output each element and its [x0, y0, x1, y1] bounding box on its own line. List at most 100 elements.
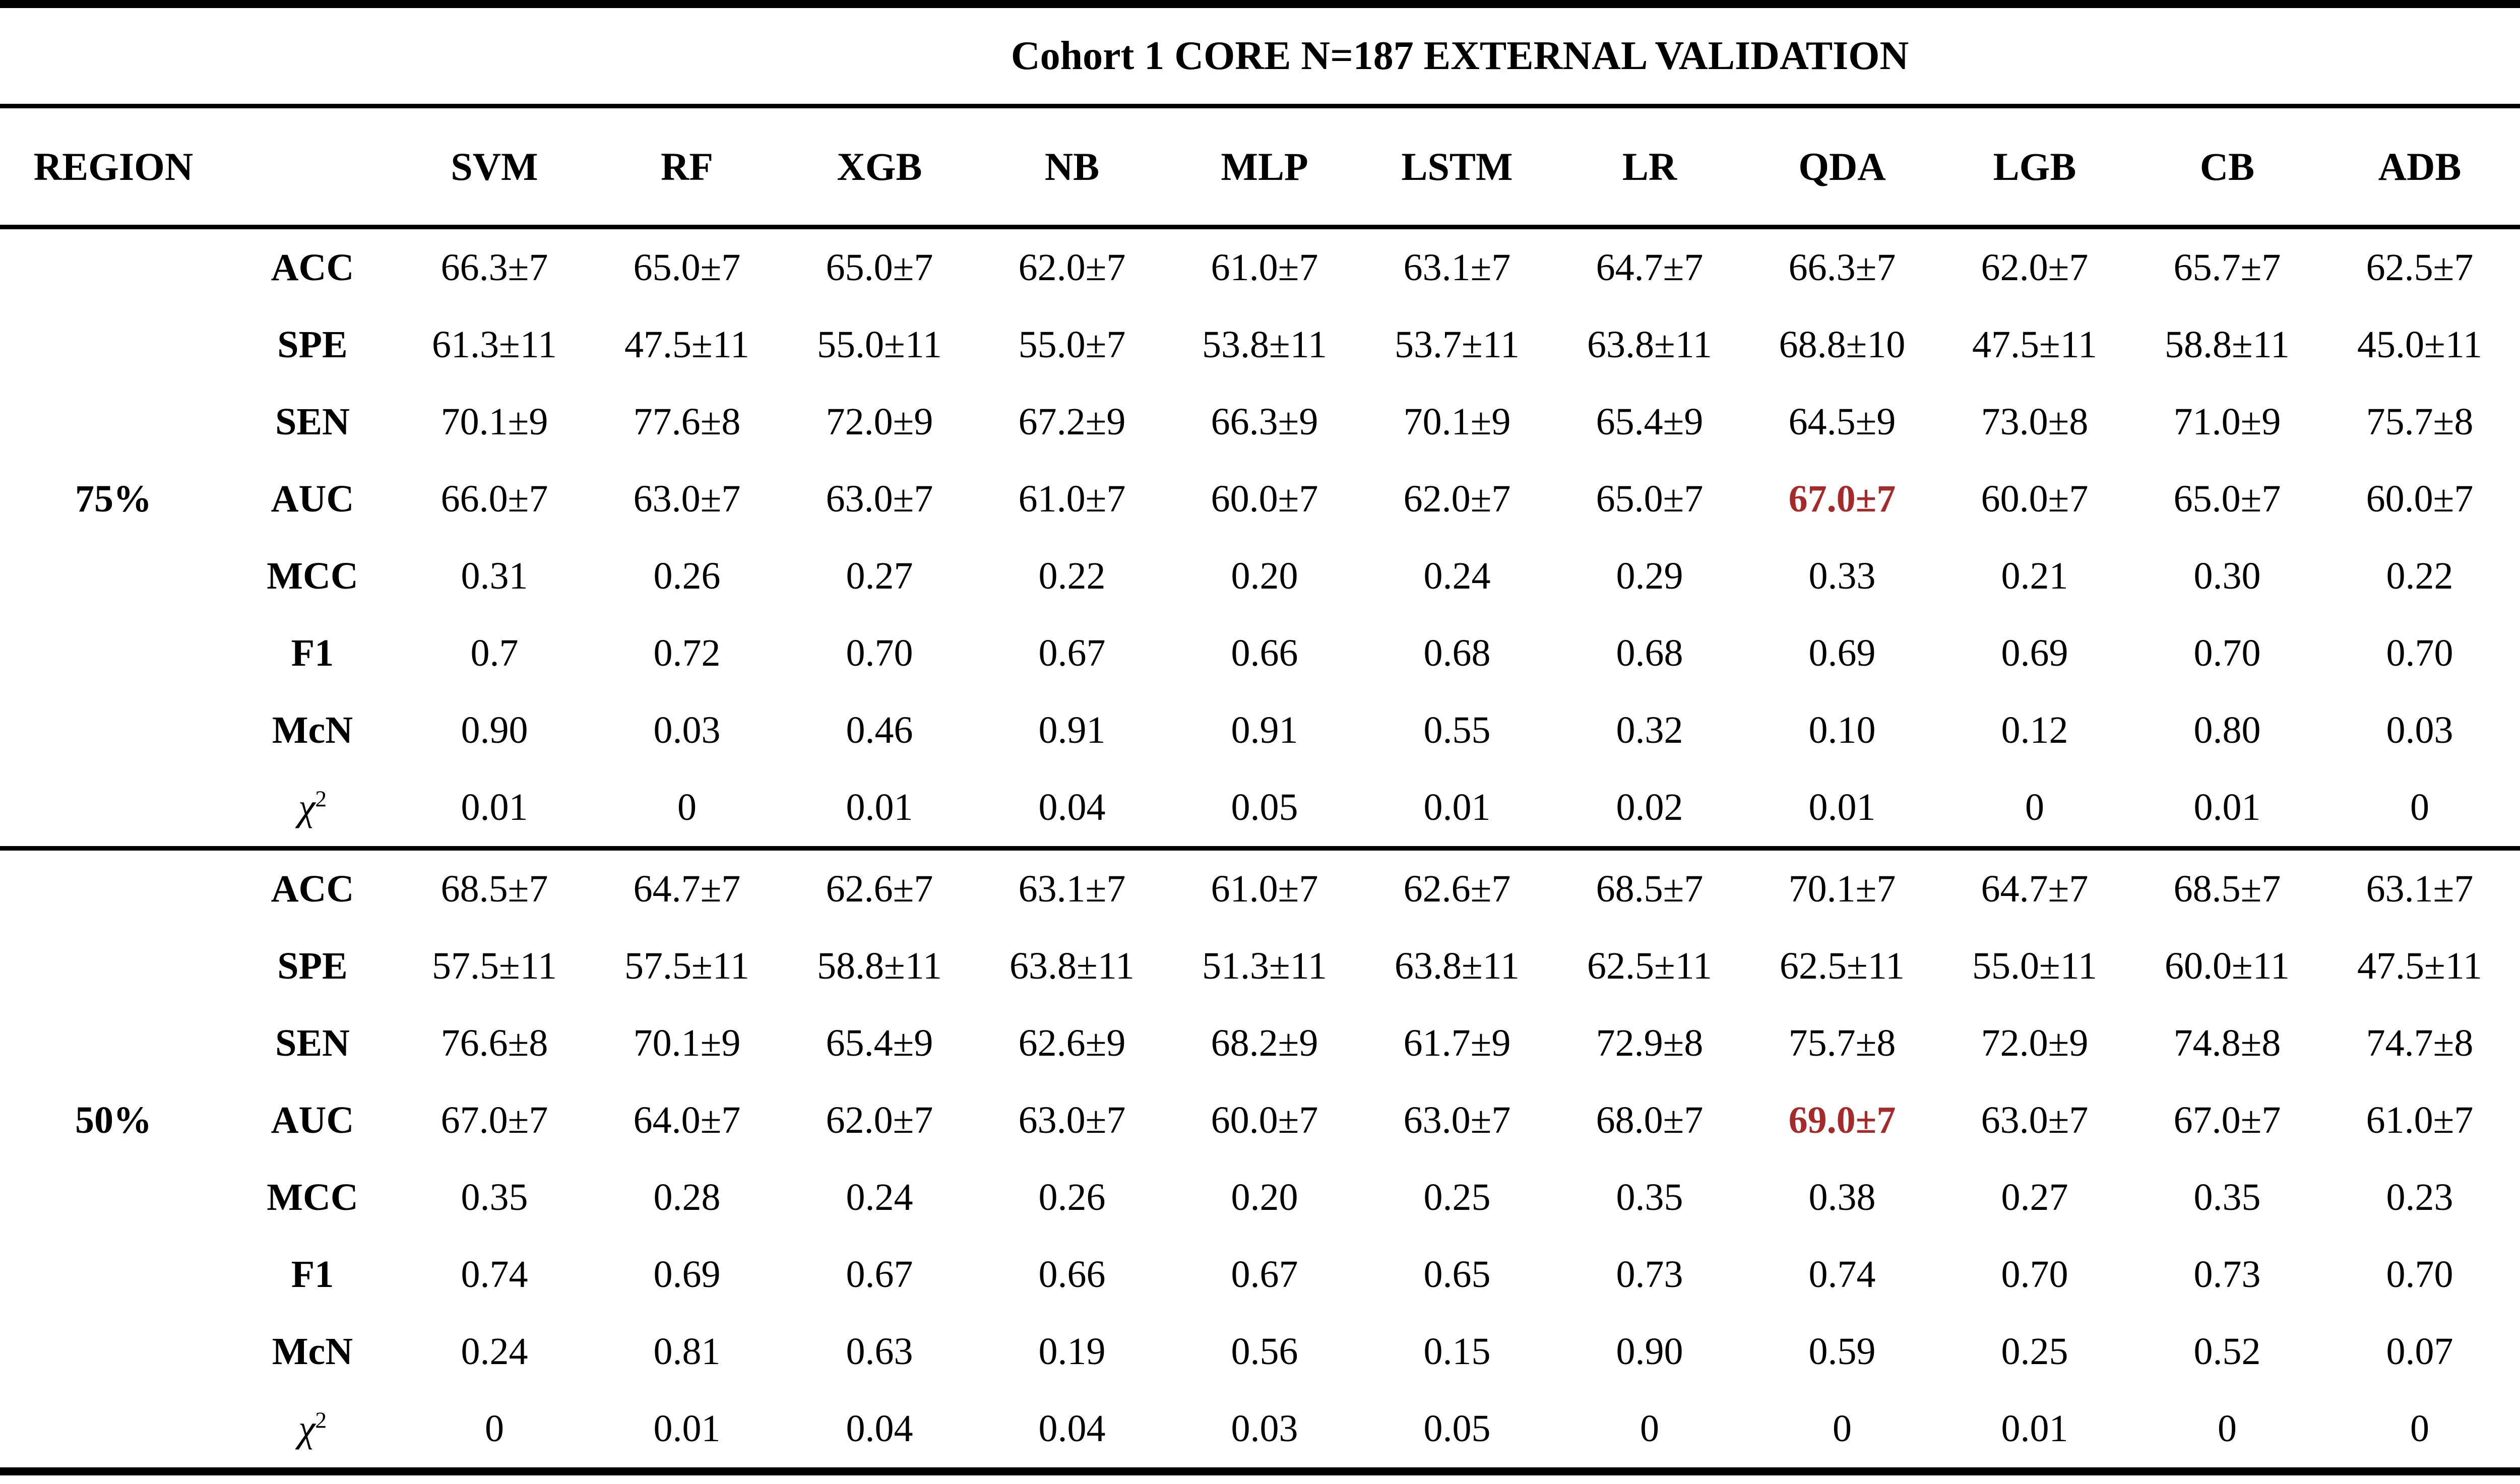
- value-cell: 63.0±7: [1981, 1099, 2089, 1141]
- value-cell: 0.28: [653, 1176, 721, 1218]
- block-50: ACC 68.5±7 64.7±7 62.6±7 63.1±7 61.0±7 62.6±7 6…: [0, 849, 2520, 1468]
- table-row: F1 0.7 0.72 0.70 0.67 0.66 0.68 0.68 0.69 0.69 0.7…: [0, 615, 2520, 692]
- value-cell: 0.70: [846, 632, 913, 674]
- value-cell: 0.24: [1423, 555, 1491, 597]
- value-cell: 0: [485, 1407, 504, 1450]
- value-cell: 0.01: [2131, 769, 2323, 851]
- value-cell: 0.25: [2001, 1330, 2068, 1373]
- value-cell: 0: [1640, 1407, 1659, 1450]
- value-cell: 0.01: [653, 1407, 721, 1450]
- value-cell: 67.0±7: [2173, 1099, 2281, 1141]
- region-cell: [0, 383, 227, 461]
- avg-value-cell: 63.9: [2516, 227, 2520, 307]
- table-row: F1 0.74 0.69 0.67 0.66 0.67 0.65 0.73 0.74 0.70 0.…: [0, 1236, 2520, 1313]
- value-cell: 0: [2323, 769, 2516, 851]
- value-cell: 0: [2218, 1407, 2237, 1450]
- region-cell: [0, 928, 227, 1005]
- value-cell: 62.5±11: [1587, 945, 1712, 987]
- value-cell: 70.1±9: [1403, 401, 1511, 443]
- value-cell: 0.01: [398, 769, 591, 851]
- value-cell: 0.10: [1808, 709, 1876, 751]
- value-cell: 64.0±7: [633, 1099, 741, 1141]
- metric-label: AUC: [271, 1099, 354, 1141]
- value-cell: 53.7±11: [1395, 324, 1520, 366]
- region-cell: 50%: [75, 1099, 152, 1141]
- value-cell: 60.0±7: [1211, 478, 1318, 520]
- value-cell: 0.68: [1423, 632, 1491, 674]
- table-row: SEN 70.1±9 77.6±8 72.0±9 67.2±9 66.3±9 70.1±9 6…: [0, 383, 2520, 461]
- value-cell: 0: [2410, 1407, 2429, 1450]
- value-cell: 61.0±7: [2366, 1099, 2474, 1141]
- value-cell: 0.70: [2386, 1253, 2453, 1296]
- value-cell: 51.3±11: [1202, 945, 1327, 987]
- value-cell: 62.0±7: [1981, 246, 2089, 289]
- value-cell: 0.73: [1616, 1253, 1683, 1296]
- avg-value-cell: 56.3: [2516, 306, 2520, 383]
- value-cell: 0.69: [653, 1253, 721, 1296]
- table-row: SEN 76.6±8 70.1±9 65.4±9 62.6±9 68.2±9 61.7±9 7…: [0, 1005, 2520, 1082]
- value-cell: 0.69: [2001, 632, 2068, 674]
- value-cell: 61.7±9: [1403, 1022, 1511, 1064]
- metric-label: SPE: [277, 324, 348, 366]
- column-header-nb: NB: [976, 106, 1168, 229]
- value-cell: 0.05: [1423, 1407, 1491, 1450]
- value-cell: 68.0±7: [1596, 1099, 1704, 1141]
- value-cell: 61.0±7: [1211, 868, 1318, 910]
- value-cell: 0.74: [1808, 1253, 1876, 1296]
- metric-label: χ2: [227, 769, 398, 851]
- value-cell: 0.01: [2001, 1407, 2068, 1450]
- value-cell: 65.0±7: [1596, 478, 1704, 520]
- value-cell: 0.7: [470, 632, 519, 674]
- value-cell: 0.04: [976, 769, 1168, 851]
- avg-value-cell: 62.9: [2516, 461, 2520, 538]
- value-cell: 0.15: [1423, 1330, 1491, 1373]
- value-cell: 0: [1833, 1407, 1852, 1450]
- value-cell: 0.91: [1231, 709, 1298, 751]
- value-cell: 67.2±9: [1018, 401, 1126, 443]
- value-cell: 72.0±9: [826, 401, 933, 443]
- value-cell: 0.04: [1038, 1407, 1106, 1450]
- value-cell: 0.12: [2001, 709, 2068, 751]
- table-row: MCC 0.35 0.28 0.24 0.26 0.20 0.25 0.35 0.38 0.27 0…: [0, 1159, 2520, 1236]
- value-cell: 0.31: [461, 555, 528, 597]
- value-cell: 0.23: [2386, 1176, 2453, 1218]
- value-cell: 62.5±11: [1780, 945, 1905, 987]
- region-cell: [0, 306, 227, 383]
- avg-value-cell: -: [2516, 1159, 2520, 1236]
- value-cell: 0.65: [1423, 1253, 1491, 1296]
- value-cell: 0.67: [1038, 632, 1106, 674]
- region-cell: [0, 1390, 227, 1467]
- value-cell: 64.5±9: [1788, 401, 1896, 443]
- value-cell: 63.1±7: [1018, 868, 1126, 910]
- value-cell: 65.0±7: [826, 246, 933, 289]
- value-cell: 0.72: [653, 632, 721, 674]
- avg-value-cell: 70.3: [2516, 383, 2520, 461]
- value-cell: 72.0±9: [1981, 1022, 2089, 1064]
- value-cell: 62.0±7: [1018, 246, 1126, 289]
- value-cell: 0.70: [2386, 632, 2453, 674]
- value-cell: 53.8±11: [1202, 324, 1327, 366]
- value-cell: 0.04: [846, 1407, 913, 1450]
- value-cell: 0.56: [1231, 1330, 1298, 1373]
- value-cell: 0.21: [2001, 555, 2068, 597]
- region-cell: [0, 849, 227, 928]
- column-header-cb: CB: [2131, 106, 2323, 229]
- value-cell: 0.05: [1168, 769, 1361, 851]
- value-cell: 66.3±7: [440, 246, 548, 289]
- value-cell: 0.35: [2193, 1176, 2261, 1218]
- value-cell: 75.7±8: [1788, 1022, 1896, 1064]
- value-cell: 65.7±7: [2173, 246, 2281, 289]
- metric-label: SEN: [275, 401, 350, 443]
- column-header-avg: AVG: [2516, 106, 2520, 229]
- value-cell: 0.46: [846, 709, 913, 751]
- region-cell: [0, 615, 227, 692]
- value-cell: 0.03: [2386, 709, 2453, 751]
- value-cell: 0.67: [1231, 1253, 1298, 1296]
- column-header-svm: SVM: [398, 106, 591, 229]
- value-cell: 0.20: [1231, 555, 1298, 597]
- avg-value-cell: -: [2516, 1390, 2520, 1467]
- metric-label: MCC: [267, 555, 358, 597]
- value-cell: 66.0±7: [440, 478, 548, 520]
- region-cell: [0, 1313, 227, 1390]
- value-cell: 0.19: [1038, 1330, 1106, 1373]
